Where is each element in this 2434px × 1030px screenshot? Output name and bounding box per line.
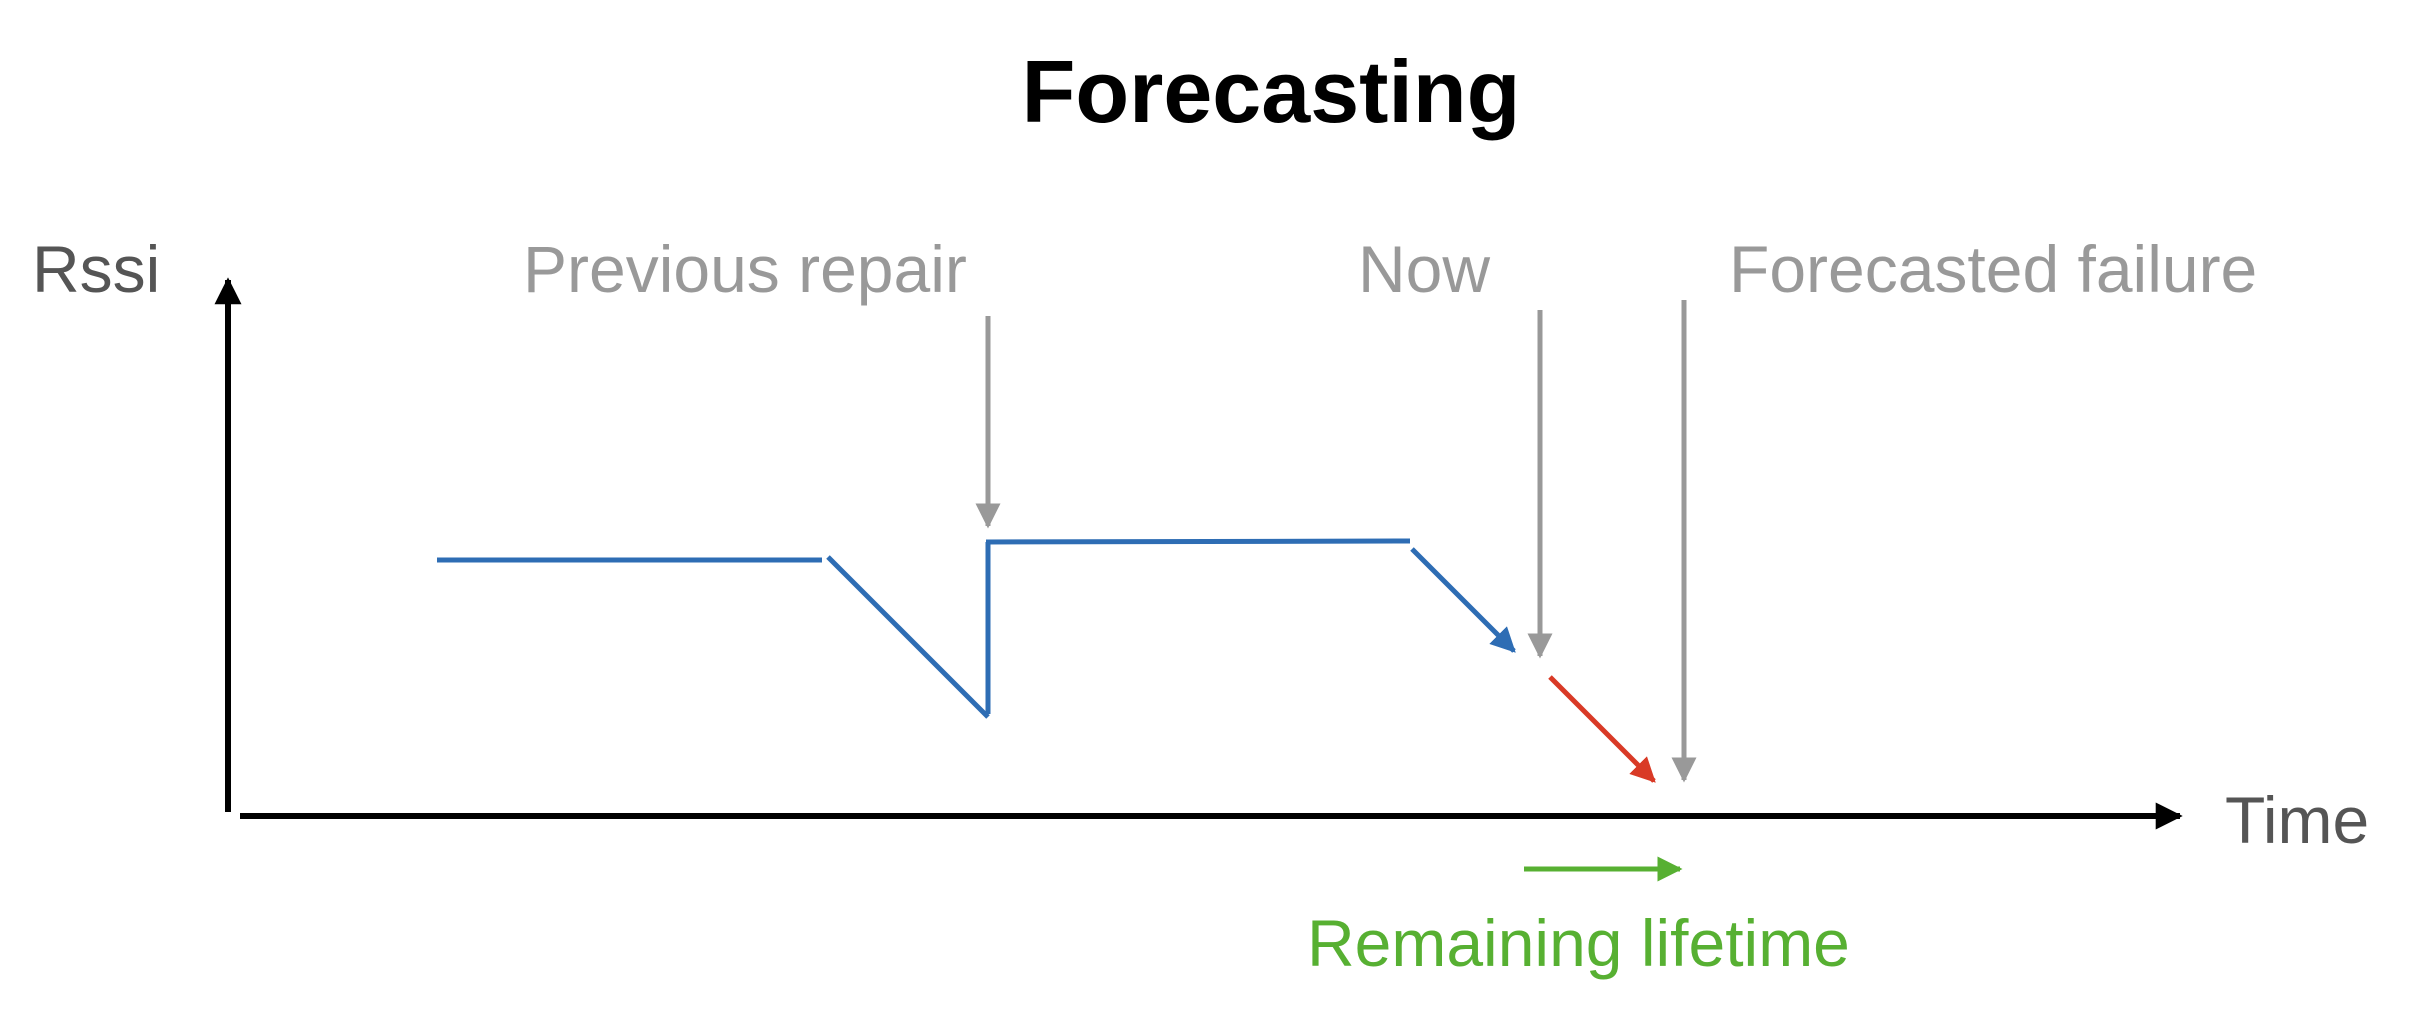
signal-degradation-2	[1410, 547, 1516, 653]
remaining-lifetime-label: Remaining lifetime	[1307, 906, 1850, 980]
signal-plateau-2	[985, 538, 1411, 545]
y-axis-label: Rssi	[32, 232, 160, 306]
forecasted-failure-label: Forecasted failure	[1729, 232, 2257, 306]
previous-repair-label: Previous repair	[523, 232, 967, 306]
x-axis-label: Time	[2225, 783, 2369, 857]
now-label: Now	[1358, 232, 1490, 306]
diagram-title: Forecasting	[1022, 42, 1521, 141]
signal-degradation-1	[826, 555, 990, 719]
forecast-segment	[1548, 675, 1656, 783]
